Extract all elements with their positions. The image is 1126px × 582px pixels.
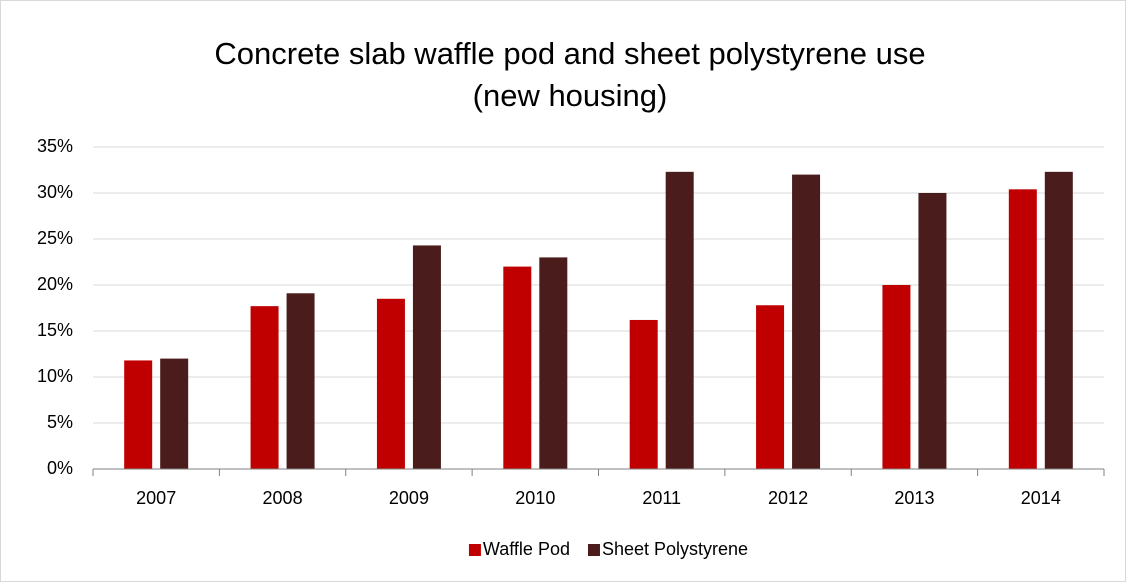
bar bbox=[503, 266, 532, 469]
bar bbox=[1008, 189, 1037, 469]
chart-title: (new housing) bbox=[473, 78, 668, 113]
y-tick-label: 5% bbox=[47, 412, 73, 432]
bar bbox=[250, 306, 279, 469]
legend-label: Sheet Polystyrene bbox=[602, 539, 748, 559]
bar bbox=[918, 193, 947, 469]
bar bbox=[1044, 171, 1073, 469]
x-tick-label: 2007 bbox=[136, 488, 176, 508]
legend-swatch bbox=[468, 544, 481, 556]
y-tick-label: 20% bbox=[37, 274, 73, 294]
bar bbox=[286, 293, 315, 469]
bar bbox=[376, 298, 405, 469]
bar bbox=[124, 360, 153, 469]
y-tick-label: 30% bbox=[37, 182, 73, 202]
bar bbox=[629, 319, 658, 469]
y-tick-label: 25% bbox=[37, 228, 73, 248]
chart-title: Concrete slab waffle pod and sheet polys… bbox=[214, 36, 925, 71]
bar bbox=[792, 174, 821, 469]
bar bbox=[756, 305, 785, 469]
x-tick-label: 2014 bbox=[1021, 488, 1061, 508]
y-tick-label: 35% bbox=[37, 136, 73, 156]
bar bbox=[882, 285, 911, 469]
x-tick-label: 2012 bbox=[768, 488, 808, 508]
x-tick-label: 2011 bbox=[642, 488, 681, 508]
x-tick-label: 2009 bbox=[389, 488, 429, 508]
bar bbox=[665, 171, 694, 469]
x-tick-label: 2008 bbox=[263, 488, 303, 508]
legend-label: Waffle Pod bbox=[483, 539, 570, 559]
y-tick-label: 15% bbox=[37, 320, 73, 340]
legend-swatch bbox=[587, 544, 600, 556]
y-tick-label: 0% bbox=[47, 458, 73, 478]
x-tick-label: 2010 bbox=[515, 488, 555, 508]
bar bbox=[160, 358, 189, 469]
bar bbox=[412, 245, 441, 469]
bar bbox=[539, 257, 568, 469]
x-tick-label: 2013 bbox=[894, 488, 934, 508]
legend-item: Waffle Pod bbox=[468, 539, 570, 559]
legend-item: Sheet Polystyrene bbox=[587, 539, 748, 559]
y-tick-label: 10% bbox=[37, 366, 73, 386]
